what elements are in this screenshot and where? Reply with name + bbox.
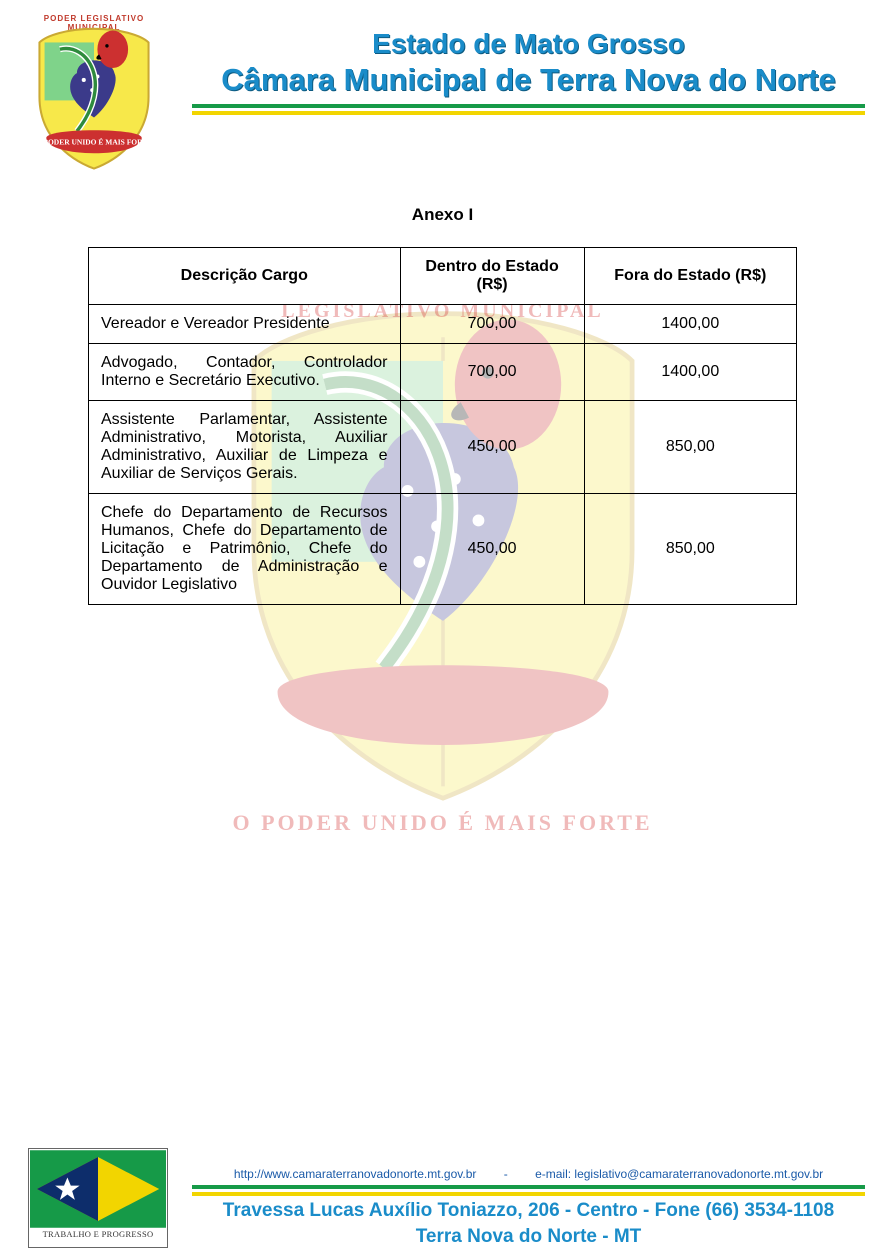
header-title-block: Estado de Mato Grosso Câmara Municipal d… [192,28,865,98]
annex-title: Anexo I [88,205,797,225]
page-header: PODER LEGISLATIVO MUNICIPAL O PODER UNID… [0,0,885,115]
footer-address-line1: Travessa Lucas Auxílio Toniazzo, 206 - C… [192,1200,865,1222]
footer-right: http://www.camaraterranovadonorte.mt.gov… [192,1167,865,1248]
cell-in: 700,00 [400,305,584,344]
header-divider [192,104,865,115]
footer-dash: - [504,1167,508,1181]
footer-email: e-mail: legislativo@camaraterranovadonor… [535,1167,823,1181]
header-state-line: Estado de Mato Grosso [192,28,865,60]
table-row: Assistente Parlamentar, Assistente Admin… [89,401,797,494]
flag-caption: TRABALHO E PROGRESSO [29,1229,167,1239]
cell-out: 1400,00 [584,344,796,401]
table-row: Vereador e Vereador Presidente 700,00 14… [89,305,797,344]
cell-out: 850,00 [584,494,796,605]
footer-flag-icon: TRABALHO E PROGRESSO [28,1148,168,1248]
cell-desc: Chefe do Departamento de Recursos Humano… [89,494,401,605]
cell-out: 850,00 [584,401,796,494]
cell-in: 450,00 [400,401,584,494]
footer-divider [192,1185,865,1196]
th-dentro-estado: Dentro do Estado (R$) [400,248,584,305]
page-content: Anexo I Descrição Cargo Dentro do Estado… [0,205,885,605]
cell-desc: Advogado, Contador, Controlador Interno … [89,344,401,401]
cell-desc: Vereador e Vereador Presidente [89,305,401,344]
header-org-line: Câmara Municipal de Terra Nova do Norte [192,62,865,98]
th-descricao: Descrição Cargo [89,248,401,305]
cargo-table: Descrição Cargo Dentro do Estado (R$) Fo… [88,247,797,605]
cell-desc: Assistente Parlamentar, Assistente Admin… [89,401,401,494]
footer-url: http://www.camaraterranovadonorte.mt.gov… [234,1167,477,1181]
header-coat-of-arms-icon: O PODER UNIDO É MAIS FORTE [24,22,164,172]
cell-out: 1400,00 [584,305,796,344]
table-row: Chefe do Departamento de Recursos Humano… [89,494,797,605]
table-header-row: Descrição Cargo Dentro do Estado (R$) Fo… [89,248,797,305]
footer-address-line2: Terra Nova do Norte - MT [192,1226,865,1248]
watermark-text-bottom: O PODER UNIDO É MAIS FORTE [163,810,723,836]
svg-text:O PODER UNIDO É MAIS FORTE: O PODER UNIDO É MAIS FORTE [36,137,153,147]
cell-in: 450,00 [400,494,584,605]
footer-links: http://www.camaraterranovadonorte.mt.gov… [192,1167,865,1185]
page-footer: TRABALHO E PROGRESSO http://www.camarate… [0,1167,885,1258]
table-row: Advogado, Contador, Controlador Interno … [89,344,797,401]
th-fora-estado: Fora do Estado (R$) [584,248,796,305]
cell-in: 700,00 [400,344,584,401]
